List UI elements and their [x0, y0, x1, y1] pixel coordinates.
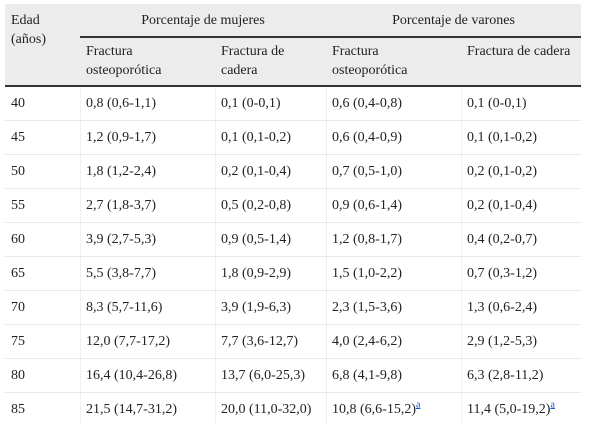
cell-men-osteo: 0,6 (0,4-0,8)	[326, 86, 461, 121]
table-row: 75 12,0 (7,7-17,2) 7,7 (3,6-12,7) 4,0 (2,4-…	[5, 324, 581, 359]
cell-men-hip: 0,4 (0,2-0,7)	[461, 222, 581, 257]
cell-men-osteo: 10,8 (6,6-15,2)a	[326, 393, 461, 424]
header-women-osteo: Fractura osteoporótica	[80, 37, 215, 87]
header-women-hip: Fractura de cadera	[215, 37, 326, 87]
cell-women-hip: 0,1 (0,1-0,2)	[215, 120, 326, 155]
cell-women-hip: 0,5 (0,2-0,8)	[215, 188, 326, 223]
cell-women-osteo: 0,8 (0,6-1,1)	[80, 86, 215, 121]
cell-men-osteo: 6,8 (4,1-9,8)	[326, 358, 461, 393]
cell-men-hip: 1,3 (0,6-2,4)	[461, 290, 581, 325]
table-row: 80 16,4 (10,4-26,8) 13,7 (6,0-25,3) 6,8 (4,…	[5, 358, 581, 393]
cell-age: 85	[11, 402, 25, 417]
cell-men-osteo: 4,0 (2,4-6,2)	[326, 324, 461, 359]
header-men-osteo: Fractura osteoporótica	[326, 37, 461, 87]
header-row-sub: Fractura osteoporótica Fractura de cader…	[5, 37, 581, 87]
header-age: Edad (años)	[5, 4, 80, 87]
cell-men-hip: 0,2 (0,1-0,2)	[461, 154, 581, 189]
cell-men-hip: 0,2 (0,1-0,4)	[461, 188, 581, 223]
cell-men-osteo-value: 10,8 (6,6-15,2)	[332, 402, 416, 417]
cell-men-osteo: 0,6 (0,4-0,9)	[326, 120, 461, 155]
table-row: 70 8,3 (5,7-11,6) 3,9 (1,9-6,3) 2,3 (1,5-3,…	[5, 290, 581, 325]
cell-men-osteo: 0,9 (0,6-1,4)	[326, 188, 461, 223]
cell-age: 50	[5, 154, 80, 189]
cell-men-osteo: 1,2 (0,8-1,7)	[326, 222, 461, 257]
table-row: 50 1,8 (1,2-2,4) 0,2 (0,1-0,4) 0,7 (0,5-1,0…	[5, 154, 581, 189]
table-row: 65 5,5 (3,8-7,7) 1,8 (0,9-2,9) 1,5 (1,0-2,2…	[5, 256, 581, 291]
table-row: 40 0,8 (0,6-1,1) 0,1 (0-0,1) 0,6 (0,4-0,8) 0…	[5, 86, 581, 121]
cell-men-hip: 0,1 (0,1-0,2)	[461, 120, 581, 155]
cell-men-osteo: 1,5 (1,0-2,2)	[326, 256, 461, 291]
cell-women-osteo: 16,4 (10,4-26,8)	[80, 358, 215, 393]
cell-age: 80	[5, 358, 80, 393]
cell-women-osteo: 12,0 (7,7-17,2)	[80, 324, 215, 359]
cell-men-osteo: 0,7 (0,5-1,0)	[326, 154, 461, 189]
cell-women-osteo: 5,5 (3,8-7,7)	[80, 256, 215, 291]
cell-women-osteo: 1,2 (0,9-1,7)	[80, 120, 215, 155]
cell-women-hip: 0,9 (0,5-1,4)	[215, 222, 326, 257]
cell-women-hip: 13,7 (6,0-25,3)	[215, 358, 326, 393]
cell-women-hip: 0,2 (0,1-0,4)	[215, 154, 326, 189]
table-row: 55 2,7 (1,8-3,7) 0,5 (0,2-0,8) 0,9 (0,6-1,4…	[5, 188, 581, 223]
header-group-men: Porcentaje de varones	[326, 4, 581, 38]
cell-men-hip-value: 11,4 (5,0-19,2)	[467, 402, 551, 417]
footnote-link[interactable]: a	[550, 399, 555, 411]
cell-age: 45	[5, 120, 80, 155]
table-row: 45 1,2 (0,9-1,7) 0,1 (0,1-0,2) 0,6 (0,4-0,9…	[5, 120, 581, 155]
fracture-risk-table: Edad (años) Porcentaje de mujeres Porcen…	[5, 4, 581, 423]
cell-age: 65	[5, 256, 80, 291]
footnote-link[interactable]: a	[416, 399, 421, 411]
cell-women-hip: 3,9 (1,9-6,3)	[215, 290, 326, 325]
table-row: 60 3,9 (2,7-5,3) 0,9 (0,5-1,4) 1,2 (0,8-1,7…	[5, 222, 581, 257]
cell-men-hip: 2,9 (1,2-5,3)	[461, 324, 581, 359]
cell-age: 60	[5, 222, 80, 257]
cell-age: 40	[5, 86, 80, 121]
cell-men-hip: 6,3 (2,8-11,2)	[461, 358, 581, 393]
cell-women-hip: 1,8 (0,9-2,9)	[215, 256, 326, 291]
cell-men-hip: 0,7 (0,3-1,2)	[461, 256, 581, 291]
cell-women-hip: 20,0 (11,0-32,0)	[215, 393, 326, 424]
cell-women-osteo: 21,5 (14,7-31,2)	[80, 393, 215, 424]
cell-women-hip: 0,1 (0-0,1)	[215, 86, 326, 121]
cell-age: 55	[5, 188, 80, 223]
cell-women-osteo: 1,8 (1,2-2,4)	[80, 154, 215, 189]
table-row: 85 21,5 (14,7-31,2) 20,0 (11,0-32,0) 10,…	[5, 393, 581, 424]
header-group-women: Porcentaje de mujeres	[80, 4, 326, 38]
cell-men-hip: 0,1 (0-0,1)	[461, 86, 581, 121]
cell-age: 70	[5, 290, 80, 325]
header-men-hip: Fractura de cadera	[461, 37, 581, 87]
header-row-groups: Edad (años) Porcentaje de mujeres Porcen…	[5, 4, 581, 87]
cell-women-hip: 7,7 (3,6-12,7)	[215, 324, 326, 359]
cell-age: 75	[5, 324, 80, 359]
cell-men-hip: 11,4 (5,0-19,2)a	[461, 393, 581, 424]
cell-women-osteo: 3,9 (2,7-5,3)	[80, 222, 215, 257]
cell-men-osteo: 2,3 (1,5-3,6)	[326, 290, 461, 325]
cell-women-osteo: 2,7 (1,8-3,7)	[80, 188, 215, 223]
cell-women-osteo: 8,3 (5,7-11,6)	[80, 290, 215, 325]
